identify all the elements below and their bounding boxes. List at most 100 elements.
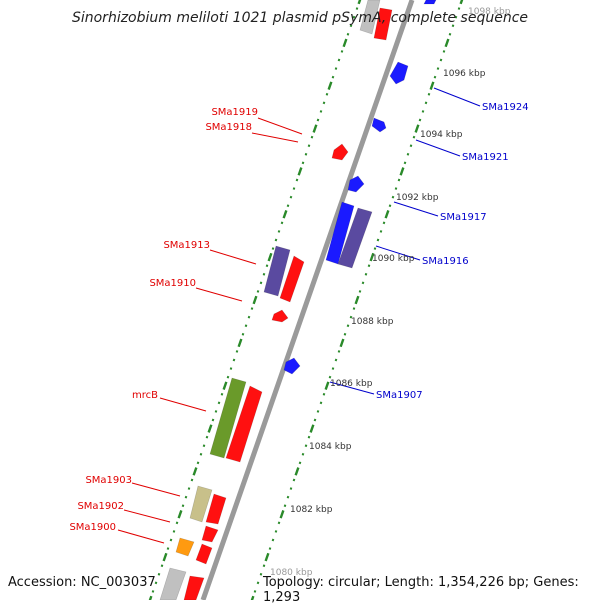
- tick: [274, 530, 278, 533]
- gene-red-large[interactable]: [225, 385, 263, 463]
- tick: [283, 504, 287, 508]
- tick: [217, 401, 221, 405]
- tick: [292, 187, 296, 190]
- tick: [304, 152, 308, 156]
- scale-label: 1088 kbp: [351, 317, 394, 327]
- scale-label: 1082 kbp: [290, 505, 333, 515]
- gene-sma1913[interactable]: [263, 245, 291, 297]
- tick: [199, 452, 203, 456]
- tick: [322, 392, 326, 396]
- tick: [205, 435, 209, 439]
- tick: [334, 67, 338, 70]
- genes: [159, 0, 437, 600]
- left-gene-label: SMa1919: [211, 107, 258, 118]
- tick: [232, 358, 236, 362]
- tick: [327, 81, 333, 90]
- tick: [241, 332, 245, 336]
- gene-sma1900[interactable]: [175, 537, 195, 557]
- tick: [325, 92, 329, 96]
- gene-sma1924[interactable]: [389, 61, 409, 85]
- tick: [355, 7, 359, 10]
- gene-grey-top[interactable]: [359, 0, 381, 35]
- gene-small-red-2[interactable]: [271, 309, 289, 323]
- tick: [292, 478, 296, 482]
- tick: [157, 572, 161, 576]
- tick: [277, 230, 281, 233]
- left-gene-label: SMa1918: [205, 122, 252, 133]
- tick: [312, 124, 318, 133]
- tick: [148, 595, 153, 600]
- gene-blue-top[interactable]: [423, 0, 437, 5]
- tick: [349, 315, 353, 319]
- tick: [252, 295, 258, 305]
- gene-sma1910[interactable]: [279, 255, 305, 303]
- leader-line: [393, 201, 439, 217]
- gene-red-sma1900[interactable]: [195, 543, 213, 565]
- tick: [352, 307, 356, 310]
- left-gene-label: SMa1910: [149, 278, 196, 289]
- tick: [267, 252, 273, 262]
- tick: [421, 110, 425, 113]
- tick: [337, 58, 341, 62]
- tick: [309, 424, 315, 433]
- tick: [388, 204, 392, 208]
- tick: [342, 38, 348, 48]
- tick: [457, 7, 461, 10]
- gene-sma1903[interactable]: [189, 485, 213, 523]
- gene-mrcb[interactable]: [209, 377, 247, 459]
- gene-red-sma1903[interactable]: [205, 493, 227, 525]
- map-title: Sinorhizobium meliloti 1021 plasmid pSym…: [71, 10, 529, 26]
- tick: [207, 424, 213, 433]
- tick: [307, 144, 311, 148]
- leader-line: [415, 139, 461, 157]
- gene-red-bottom[interactable]: [183, 575, 205, 600]
- tick: [454, 15, 458, 19]
- tick: [354, 295, 360, 305]
- gene-sma1916[interactable]: [337, 207, 373, 269]
- tick: [373, 247, 377, 250]
- tick: [181, 504, 185, 508]
- tick: [250, 307, 254, 310]
- tick: [253, 590, 257, 593]
- right-dotted-track: [250, 0, 464, 600]
- tick: [439, 58, 443, 62]
- tick: [444, 38, 450, 48]
- right-gene-label: SMa1921: [462, 152, 509, 163]
- tick: [162, 552, 168, 562]
- tick: [399, 167, 405, 176]
- tick: [264, 552, 270, 562]
- tick: [277, 521, 281, 525]
- gene-sma1921[interactable]: [371, 117, 387, 133]
- tick: [394, 187, 398, 190]
- scale-label: 1080 kbp: [270, 568, 313, 578]
- leader-line: [123, 509, 171, 523]
- tick: [247, 315, 251, 319]
- tick: [367, 264, 371, 268]
- gene-red-top[interactable]: [373, 7, 393, 41]
- scale-labels: 1098 kbp 1096 kbp 1094 kbp 1092 kbp 1090 kbp…: [270, 7, 511, 578]
- tick: [256, 581, 260, 585]
- tick: [424, 101, 428, 105]
- tick: [297, 167, 303, 176]
- tick: [262, 564, 266, 568]
- accession-text: Accession: NC_003037: [8, 575, 156, 590]
- gene-small-red-1[interactable]: [331, 143, 349, 161]
- tick: [202, 444, 206, 448]
- tick: [259, 572, 263, 576]
- leader-line: [131, 482, 181, 497]
- tick: [331, 75, 335, 79]
- gene-grey-bottom[interactable]: [159, 567, 187, 600]
- tick: [316, 118, 320, 122]
- leader-line: [251, 132, 299, 143]
- right-gene-label: SMa1907: [376, 390, 423, 401]
- left-gene-labels: SMa1919 SMa1918 SMa1913 SMa1910 mrcB SMa1903 S…: [69, 107, 258, 533]
- gene-sma1917-a[interactable]: [347, 175, 365, 193]
- left-gene-label: SMa1902: [77, 501, 124, 512]
- tick: [451, 24, 455, 28]
- gene-sma1902[interactable]: [201, 525, 219, 543]
- topology-text: Topology: circular; Length: 1,354,226 bp…: [263, 575, 579, 605]
- gene-sma1907[interactable]: [283, 357, 301, 375]
- tick: [244, 324, 248, 328]
- tick: [346, 324, 350, 328]
